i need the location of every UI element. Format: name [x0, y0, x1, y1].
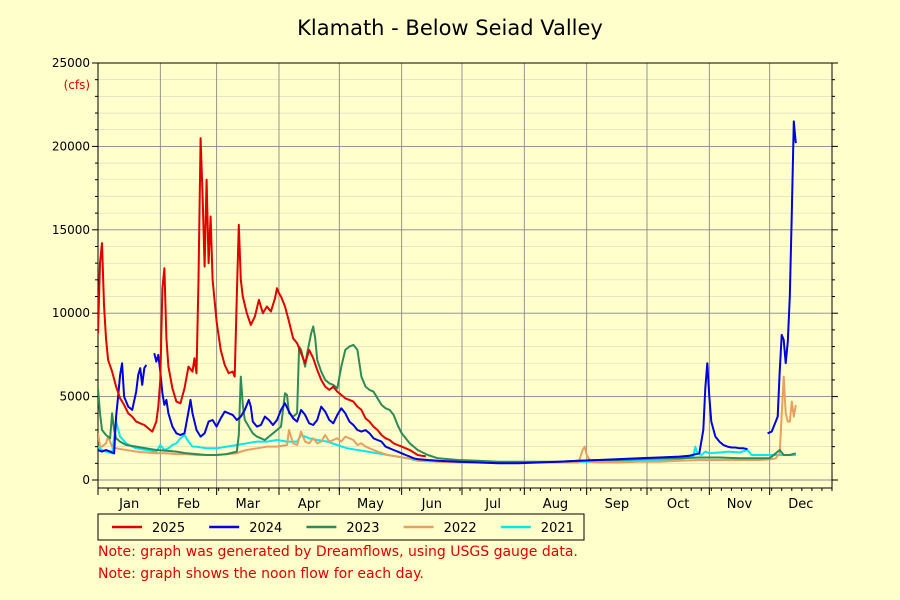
- y-tick-label: 20000: [52, 139, 90, 153]
- x-tick-label-jan: Jan: [118, 497, 139, 512]
- y-tick-label: 25000: [52, 56, 90, 70]
- legend-box: [97, 513, 585, 541]
- x-tick-label-may: May: [357, 497, 384, 512]
- x-tick-label-mar: Mar: [236, 497, 261, 512]
- x-tick-label-aug: Aug: [543, 497, 568, 512]
- y-tick-label: 0: [82, 473, 90, 487]
- series-line-2024: [98, 120, 797, 465]
- y-tick-label: 10000: [52, 306, 90, 320]
- x-tick-label-feb: Feb: [177, 497, 200, 512]
- y-tick-label: 15000: [52, 223, 90, 237]
- x-tick-label-nov: Nov: [727, 497, 753, 512]
- note-noon-flow: Note: graph shows the noon flow for each…: [98, 566, 424, 582]
- legend-label-2022: 2022: [444, 521, 477, 536]
- x-tick-label-apr: Apr: [298, 497, 321, 512]
- series-line-2025: [98, 137, 426, 458]
- x-tick-label-oct: Oct: [667, 497, 689, 512]
- note-source: Note: graph was generated by Dreamflows,…: [98, 544, 578, 560]
- legend-label-2024: 2024: [249, 521, 282, 536]
- chart-title: Klamath - Below Seiad Valley: [297, 16, 603, 40]
- legend-label-2025: 2025: [152, 521, 185, 536]
- y-tick-label: 5000: [59, 390, 90, 404]
- legend-label-2021: 2021: [541, 521, 574, 536]
- x-tick-label-dec: Dec: [788, 497, 813, 512]
- plot-frame: [97, 62, 833, 489]
- x-tick-label-jun: Jun: [421, 497, 442, 512]
- x-tick-label-jul: Jul: [484, 497, 501, 512]
- x-tick-label-sep: Sep: [605, 497, 630, 512]
- legend-label-2023: 2023: [346, 521, 379, 536]
- y-axis-label: (cfs): [64, 78, 90, 92]
